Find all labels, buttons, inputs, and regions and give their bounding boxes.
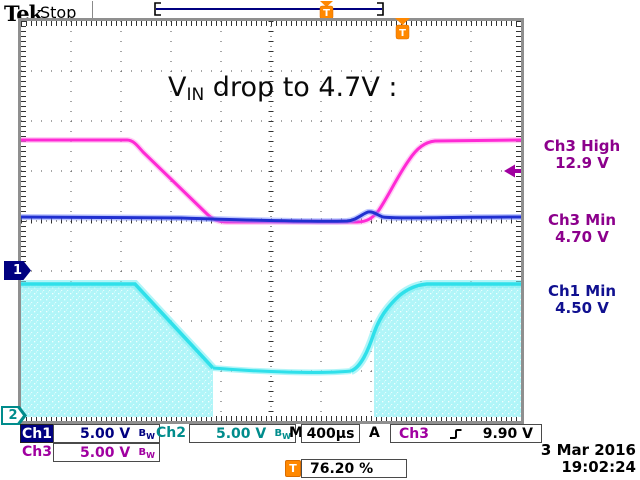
trigger-icon: T	[285, 460, 301, 477]
waveform-plot: T	[20, 18, 522, 421]
header-divider	[92, 1, 93, 20]
record-right-bracket	[377, 2, 384, 16]
timebase-box: 400µs	[301, 424, 360, 443]
ch1-scale-box: 5.00 V BW	[53, 424, 160, 443]
trigger-mode-label: A	[369, 425, 380, 441]
timebase-label: M	[289, 425, 303, 441]
time-text: 19:02:24	[561, 458, 636, 476]
measurement-ch3-high: Ch3 High 12.9 V	[527, 138, 637, 172]
measurement-ch1-min: Ch1 Min 4.50 V	[527, 283, 637, 317]
measurement-value: 12.9 V	[555, 154, 609, 172]
ch2-scale-box: 5.00 V BW	[189, 424, 296, 443]
measurement-value: 4.50 V	[555, 299, 609, 317]
trigger-position-marker: T	[395, 18, 410, 40]
measurement-value: 4.70 V	[555, 228, 609, 246]
ch2-label: Ch2	[156, 425, 186, 441]
ch1-trace	[20, 208, 522, 225]
record-view-bar: T	[154, 1, 384, 20]
bandwidth-limit-icon: BW	[138, 446, 155, 460]
ch2-envelope-right	[350, 282, 521, 373]
measurement-label: Ch3 High	[543, 137, 621, 155]
edge-ticks	[21, 21, 521, 421]
rising-slope-icon	[450, 428, 462, 439]
ch3-scale-box: 5.00 V BW	[53, 443, 160, 462]
svg-text:T: T	[323, 8, 330, 19]
ch3-trace	[21, 137, 522, 225]
trigger-source: Ch3	[399, 425, 429, 442]
measurement-ch3-min: Ch3 Min 4.70 V	[527, 212, 637, 246]
bandwidth-limit-icon: BW	[274, 427, 291, 441]
ch1-position-marker: 1	[4, 261, 31, 280]
bandwidth-limit-icon: BW	[138, 427, 155, 441]
date-text: 3 Mar 2016	[540, 441, 636, 459]
annotation-vin: VIN drop to 4.7V :	[168, 72, 398, 105]
trigger-position-box: 76.20 %	[301, 459, 407, 478]
trigger-level-arrow	[504, 164, 521, 178]
trigger-readout-box: Ch3 9.90 V	[390, 424, 542, 443]
measurement-label: Ch3 Min	[547, 211, 617, 229]
ch2-trace	[21, 280, 521, 417]
graticule: T	[18, 18, 524, 424]
ch2-position-marker: 2	[1, 406, 27, 425]
ch3-label: Ch3	[22, 444, 52, 460]
ch2-thin-line	[212, 366, 352, 374]
ch2-envelope-left	[21, 282, 215, 370]
svg-text:T: T	[399, 28, 406, 39]
record-left-bracket	[154, 2, 161, 16]
acquisition-status: Stop	[40, 3, 77, 22]
record-trigger-marker: T	[319, 1, 334, 20]
ch1-badge: Ch1	[20, 424, 54, 443]
measurement-label: Ch1 Min	[547, 282, 617, 300]
trigger-level: 9.90 V	[482, 425, 533, 442]
